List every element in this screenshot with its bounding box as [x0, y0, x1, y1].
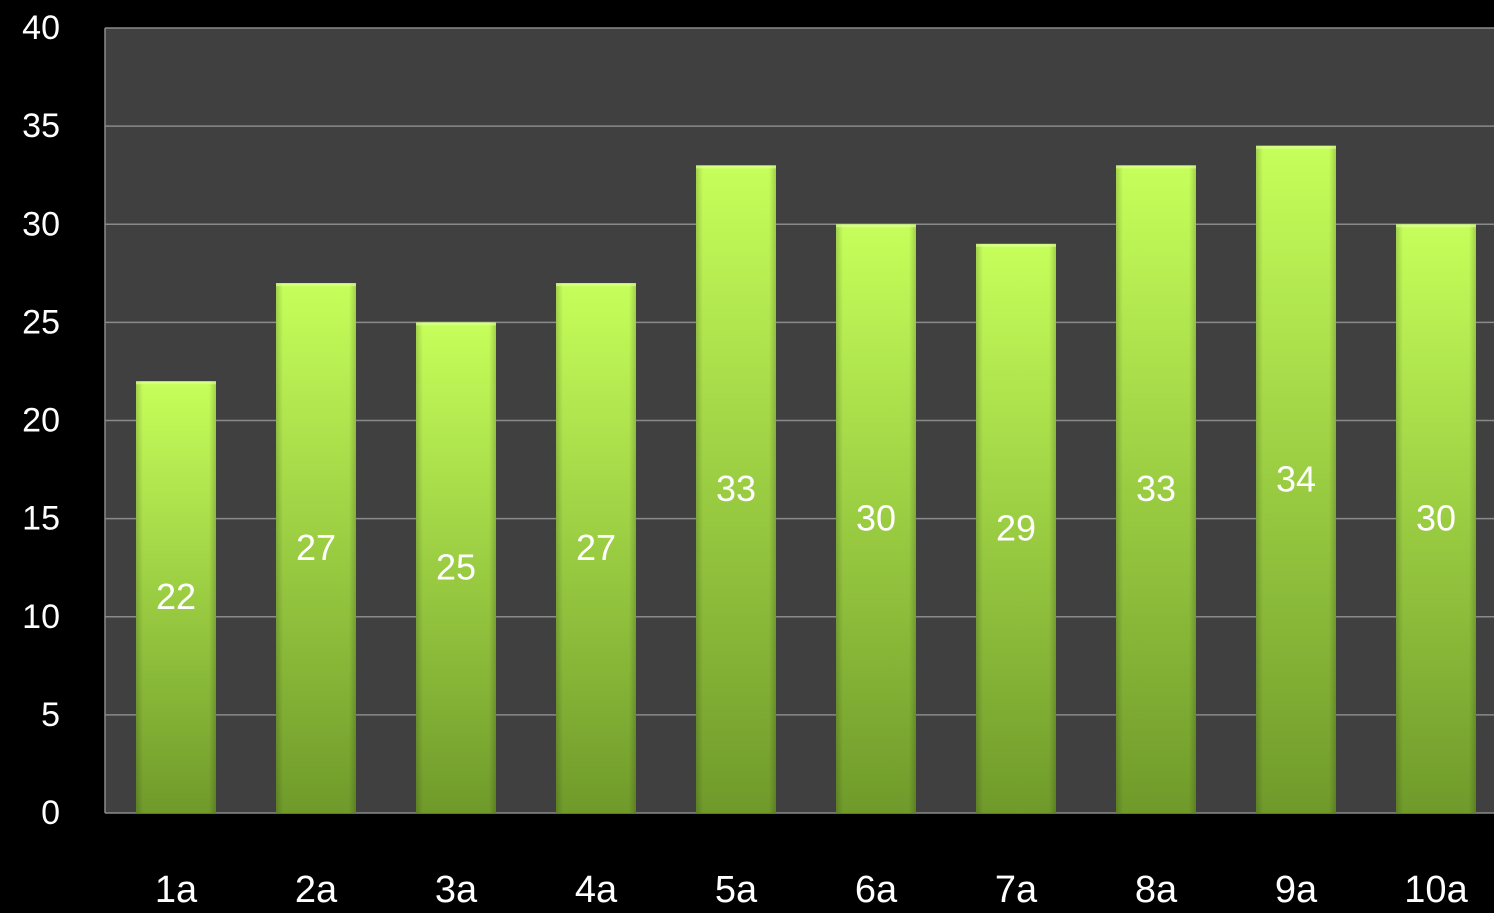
bar-edge-shade	[489, 322, 496, 813]
bar-edge-shade	[1049, 243, 1056, 813]
bar-2a	[276, 283, 356, 813]
bar-edge-shade	[696, 165, 703, 813]
bar	[1396, 224, 1476, 813]
bar-top-highlight	[276, 283, 356, 287]
bar-4a	[556, 283, 636, 813]
bar-top-highlight	[836, 224, 916, 228]
bar-top-highlight	[976, 243, 1056, 247]
bar-edge-shade	[629, 283, 636, 813]
bar-edge-shade	[1469, 224, 1476, 813]
data-label: 27	[576, 527, 616, 568]
data-labels: 22 27 25 27 33 30 29 33 34 30	[156, 458, 1456, 617]
bar-edge-shade	[1116, 165, 1123, 813]
bar-edge-shade	[1396, 224, 1403, 813]
y-tick-label: 5	[41, 696, 60, 734]
data-label: 25	[436, 547, 476, 588]
bar	[416, 322, 496, 813]
data-label: 30	[856, 498, 896, 539]
x-tick-label: 7a	[995, 869, 1038, 908]
bar-9a	[1256, 145, 1336, 813]
bar	[276, 283, 356, 813]
x-axis-tick-labels: 1a 2a 3a 4a 5a 6a 7a 8a 9a 10a	[155, 869, 1469, 911]
y-tick-label: 35	[22, 107, 60, 145]
bar-edge-shade	[976, 243, 983, 813]
x-tick-label: 3a	[435, 869, 478, 908]
y-tick-label: 25	[22, 303, 60, 341]
bar-edge-shade	[276, 283, 283, 813]
bar-edge-shade	[769, 165, 776, 813]
bar-10a	[1396, 224, 1476, 813]
bar-edge-shade	[1256, 145, 1263, 813]
bar	[136, 381, 216, 813]
data-label: 27	[296, 527, 336, 568]
bar-1a	[136, 381, 216, 813]
y-tick-label: 30	[22, 205, 60, 243]
x-tick-label: 10a	[1404, 869, 1468, 908]
bar-edge-shade	[349, 283, 356, 813]
y-tick-label: 10	[22, 598, 60, 636]
y-tick-label: 20	[22, 402, 60, 440]
bar-edge-shade	[416, 322, 423, 813]
y-axis-tick-labels: 0 5 10 15 20 25 30 35 40	[22, 9, 60, 832]
data-label: 29	[996, 507, 1036, 548]
x-tick-label: 9a	[1275, 869, 1318, 908]
bar-top-highlight	[136, 381, 216, 385]
bar-7a	[976, 243, 1056, 813]
bar-3a	[416, 322, 496, 813]
bar-8a	[1116, 165, 1196, 813]
bar-edge-shade	[836, 224, 843, 813]
x-tick-label: 2a	[295, 869, 338, 908]
bar-top-highlight	[696, 165, 776, 169]
bar-edge-shade	[556, 283, 563, 813]
data-label: 33	[1136, 468, 1176, 509]
bar	[696, 165, 776, 813]
bar-top-highlight	[416, 322, 496, 326]
x-tick-label: 8a	[1135, 869, 1178, 908]
bar-edge-shade	[909, 224, 916, 813]
x-tick-label: 1a	[155, 869, 198, 908]
bar	[1116, 165, 1196, 813]
x-tick-label: 4a	[575, 869, 618, 908]
data-label: 34	[1276, 458, 1316, 499]
bar	[556, 283, 636, 813]
data-label: 33	[716, 468, 756, 509]
bar	[976, 243, 1056, 813]
bar-edge-shade	[209, 381, 216, 813]
bar-top-highlight	[1396, 224, 1476, 228]
bar-top-highlight	[1116, 165, 1196, 169]
bar	[836, 224, 916, 813]
y-tick-label: 15	[22, 500, 60, 538]
y-tick-label: 0	[41, 794, 60, 832]
bar-5a	[696, 165, 776, 813]
bar-edge-shade	[1189, 165, 1196, 813]
bar-top-highlight	[556, 283, 636, 287]
bar-6a	[836, 224, 916, 813]
bar-edge-shade	[136, 381, 143, 813]
bar	[1256, 145, 1336, 813]
bar-top-highlight	[1256, 145, 1336, 149]
x-tick-label: 5a	[715, 869, 758, 908]
bars	[136, 145, 1476, 813]
data-label: 30	[1416, 498, 1456, 539]
data-label: 22	[156, 576, 196, 617]
bar-edge-shade	[1329, 145, 1336, 813]
y-tick-label: 40	[22, 9, 60, 47]
x-tick-label: 6a	[855, 869, 898, 908]
